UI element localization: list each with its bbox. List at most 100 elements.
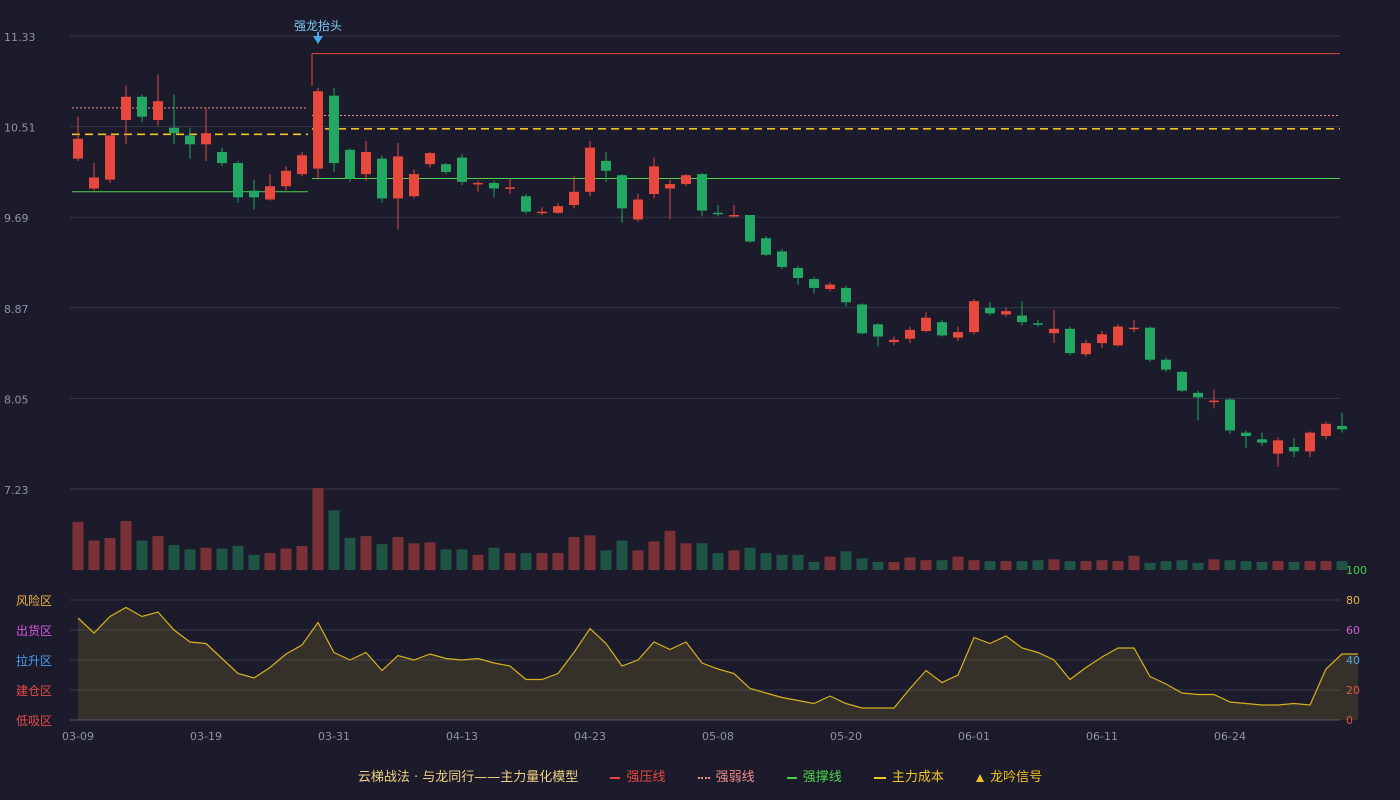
volume-bar: [1256, 561, 1268, 570]
volume-bar: [120, 520, 132, 570]
volume-bar: [840, 551, 852, 570]
volume-bar: [104, 537, 116, 570]
signal-arrow-icon: [313, 36, 323, 44]
volume-bar: [136, 540, 148, 570]
signal-label: 强龙抬头: [294, 19, 342, 33]
date-tick-label: 05-08: [702, 730, 734, 743]
signal-triangle-icon: [976, 773, 985, 782]
legend-item-support[interactable]: 强撑线: [786, 766, 842, 785]
candle: [1049, 328, 1059, 334]
legend-item-pressure[interactable]: 强压线: [610, 766, 665, 785]
sentiment-zone-label: 建仓区: [16, 684, 52, 698]
candle: [745, 214, 755, 242]
candle: [713, 212, 723, 215]
volume-bar: [488, 547, 500, 570]
volume-bar: [872, 561, 884, 570]
candle: [793, 268, 803, 278]
candle: [185, 135, 195, 145]
date-tick-label: 06-24: [1214, 730, 1246, 743]
candle: [969, 301, 979, 333]
candle: [889, 339, 899, 343]
candle: [233, 163, 243, 198]
candle: [137, 96, 147, 117]
cost-line-icon: [873, 776, 886, 779]
legend-item-signal[interactable]: 龙吟信号: [976, 766, 1042, 785]
candle: [569, 191, 579, 206]
candle: [73, 138, 83, 159]
volume-bar: [440, 549, 452, 570]
candle: [665, 184, 675, 189]
candle: [265, 186, 275, 200]
candle: [1033, 323, 1043, 325]
volume-bar: [520, 553, 532, 570]
sentiment-zone-label: 出货区: [16, 623, 52, 638]
candle: [297, 155, 307, 175]
sentiment-zone-label: 风险区: [16, 593, 52, 608]
candle: [1161, 359, 1171, 370]
sentiment-tick-label: 20: [1346, 684, 1360, 697]
candle: [1321, 423, 1331, 436]
candle: [121, 96, 131, 120]
volume-bar: [392, 537, 404, 570]
price-tick-label: 8.87: [4, 303, 29, 316]
volume-bar: [504, 553, 516, 570]
volume-bar: [616, 540, 628, 570]
candle: [89, 177, 99, 189]
candle: [1193, 392, 1203, 398]
candle: [729, 214, 739, 217]
volume-bar: [936, 560, 948, 570]
volume-bar: [1064, 561, 1076, 570]
weak-line-icon: [697, 776, 710, 779]
volume-bar: [888, 561, 900, 570]
volume-bar: [88, 540, 100, 570]
volume-bar: [824, 556, 836, 570]
volume-bar: [1032, 560, 1044, 570]
candle: [985, 307, 995, 314]
candle: [169, 127, 179, 134]
volume-bar: [408, 543, 420, 570]
candle: [153, 101, 163, 120]
volume-bar: [1096, 560, 1108, 570]
volume-bar: [632, 550, 644, 570]
candle: [1337, 426, 1347, 430]
price-tick-label: 8.05: [4, 393, 29, 406]
candle: [921, 317, 931, 332]
legend: 云梯战法 · 与龙同行——主力量化模型 强压线 强弱线 强撑线 主力成本 龙吟信…: [0, 766, 1400, 785]
candle: [1113, 326, 1123, 346]
price-tick-label: 7.23: [4, 484, 29, 497]
pressure-line-icon: [610, 776, 621, 779]
candle: [1097, 334, 1107, 344]
candle: [553, 206, 563, 213]
sentiment-zone-label: 拉升区: [16, 653, 52, 668]
candlestick-chart: 11.33 10.51 9.69 8.87 8.05 7.23 强龙抬头 100 80 60 40 2…: [4, 19, 1367, 743]
volume-bar: [744, 547, 756, 570]
candle: [505, 187, 515, 189]
volume-bar: [600, 550, 612, 570]
sentiment-area: [78, 607, 1358, 720]
candle: [617, 175, 627, 209]
candle: [937, 322, 947, 336]
volume-bar: [568, 537, 580, 570]
candle: [441, 164, 451, 172]
price-tick-label: 9.69: [4, 212, 29, 225]
volume-bar: [200, 547, 212, 570]
date-tick-label: 06-01: [958, 730, 990, 743]
volume-bar: [360, 536, 372, 570]
volume-bar: [1128, 555, 1140, 570]
sentiment-tick-label: 60: [1346, 624, 1360, 637]
legend-item-cost[interactable]: 主力成本: [873, 766, 944, 785]
candle: [457, 157, 467, 182]
candle: [217, 152, 227, 164]
candle: [1177, 371, 1187, 391]
candle: [1257, 439, 1267, 443]
candle: [201, 133, 211, 145]
candle: [489, 182, 499, 189]
legend-item-weak[interactable]: 强弱线: [697, 766, 755, 785]
volume-bar: [776, 554, 788, 570]
date-tick-label: 04-23: [574, 730, 606, 743]
candle: [953, 332, 963, 338]
sentiment-line: [77, 606, 1358, 709]
volume-bar: [904, 557, 916, 570]
volume-bar: [536, 553, 548, 570]
legend-title: 云梯战法 · 与龙同行——主力量化模型: [357, 770, 579, 785]
